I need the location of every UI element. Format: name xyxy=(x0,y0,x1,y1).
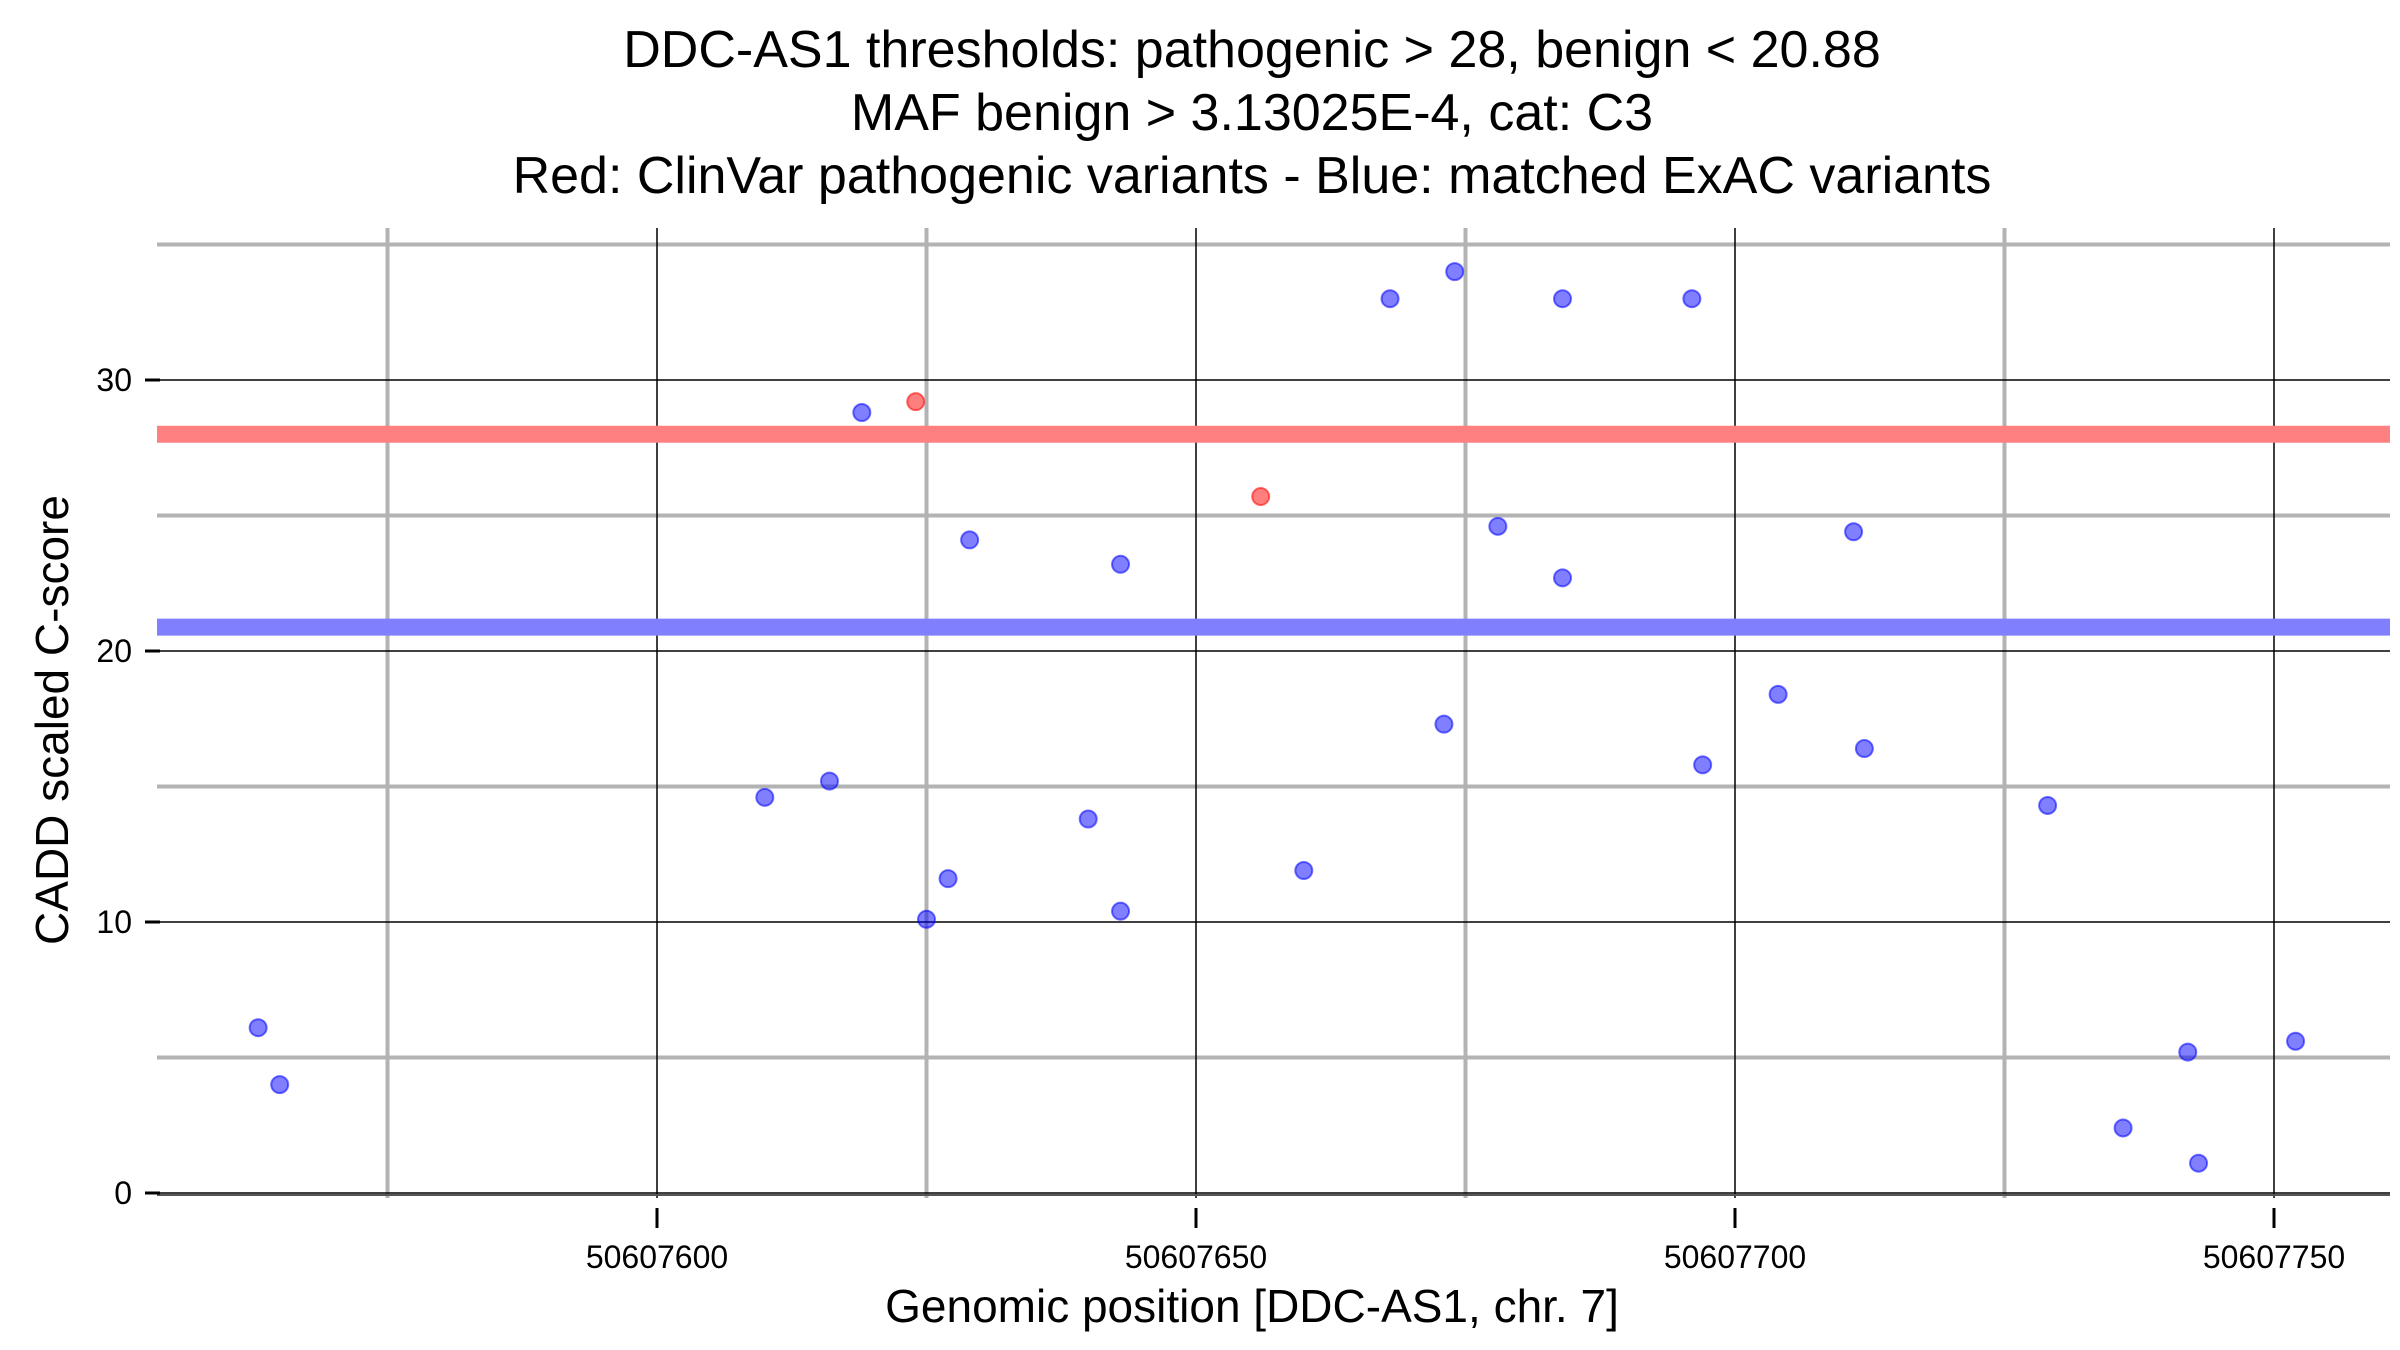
data-points xyxy=(248,262,2306,1173)
exac-point xyxy=(1380,289,1400,309)
x-tick-label: 50607600 xyxy=(586,1239,728,1275)
clinvar-point xyxy=(1251,487,1271,507)
chart-title: DDC-AS1 thresholds: pathogenic > 28, ben… xyxy=(513,21,1992,205)
threshold-lines xyxy=(157,425,2390,636)
clinvar-point xyxy=(906,392,926,412)
exac-point xyxy=(1078,809,1098,829)
exac-point xyxy=(1111,554,1131,574)
exac-point xyxy=(1434,714,1454,734)
exac-point xyxy=(1844,522,1864,542)
exac-point xyxy=(852,403,872,423)
exac-point xyxy=(1854,739,1874,759)
exac-point xyxy=(1294,861,1314,881)
axes: 0 10 20 30 50607600 50607650 50607700 50607750 xyxy=(96,362,2390,1275)
x-tick-label: 50607750 xyxy=(2203,1239,2345,1275)
exac-point xyxy=(270,1075,290,1095)
x-axis-label: Genomic position [DDC-AS1, chr. 7] xyxy=(885,1280,1619,1332)
exac-point xyxy=(1553,568,1573,588)
y-tick-label: 10 xyxy=(96,904,132,940)
exac-point xyxy=(2189,1153,2209,1173)
exac-point xyxy=(938,869,958,889)
exac-point xyxy=(1111,901,1131,921)
y-tick-label: 20 xyxy=(96,633,132,669)
exac-point xyxy=(1682,289,1702,309)
grid xyxy=(157,228,2390,1198)
exac-point xyxy=(1553,289,1573,309)
exac-point xyxy=(917,909,936,929)
x-tick-label: 50607650 xyxy=(1125,1239,1267,1275)
y-tick-label: 0 xyxy=(114,1175,132,1211)
exac-point xyxy=(248,1018,268,1038)
exac-point xyxy=(819,771,839,791)
exac-point xyxy=(2286,1031,2306,1051)
exac-point xyxy=(1488,516,1508,536)
exac-point xyxy=(1445,262,1465,282)
title-line-2: MAF benign > 3.13025E-4, cat: C3 xyxy=(851,84,1653,142)
exac-point xyxy=(2178,1042,2198,1062)
exac-point xyxy=(2113,1118,2133,1138)
exac-point xyxy=(2038,795,2058,815)
y-tick-label: 30 xyxy=(96,362,132,398)
y-axis-label: CADD scaled C-score xyxy=(26,495,78,945)
exac-point xyxy=(960,530,980,550)
title-line-1: DDC-AS1 thresholds: pathogenic > 28, ben… xyxy=(623,21,1881,79)
exac-point xyxy=(755,787,775,807)
exac-point xyxy=(1768,684,1788,704)
x-tick-label: 50607700 xyxy=(1664,1239,1806,1275)
title-line-3: Red: ClinVar pathogenic variants - Blue:… xyxy=(513,147,1992,205)
exac-point xyxy=(1693,755,1713,775)
